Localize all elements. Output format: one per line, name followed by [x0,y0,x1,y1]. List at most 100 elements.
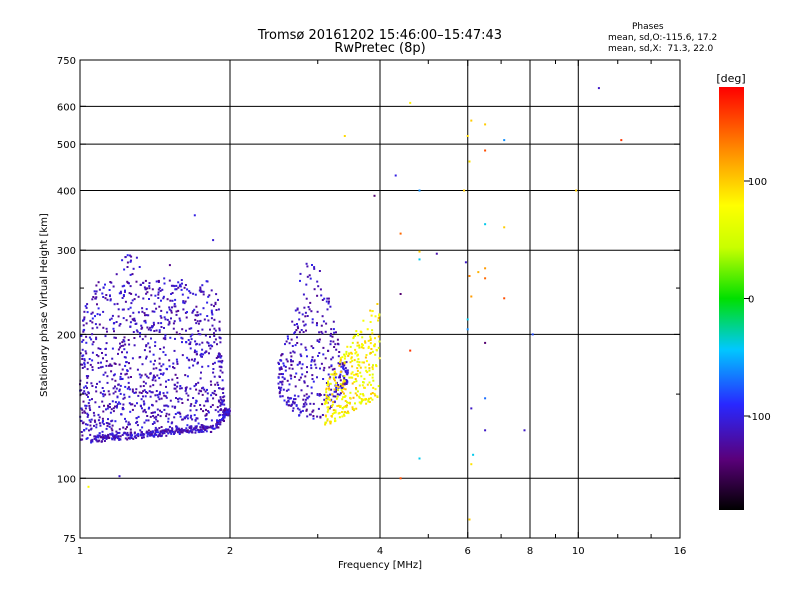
data-point [311,378,314,380]
data-point [205,430,208,433]
data-point [131,357,134,360]
data-point [80,407,83,410]
data-point [313,288,316,291]
data-point [348,376,351,379]
data-point [358,361,361,364]
data-point [334,376,337,379]
data-point [174,298,177,301]
data-point [324,357,327,360]
data-point [152,411,155,414]
data-point [216,381,219,384]
x-tick-label: 1 [77,546,83,557]
data-point [95,338,98,341]
data-point [170,311,173,314]
data-point [170,284,173,287]
data-point [288,397,291,400]
data-point [86,311,89,314]
data-point [175,425,178,428]
data-point [176,426,179,429]
data-point [309,402,312,405]
data-point [141,310,144,313]
data-point [119,402,122,405]
data-point [297,395,300,398]
data-point [306,397,309,400]
data-point [344,394,347,397]
data-point [182,300,185,303]
data-point [280,366,283,369]
data-point [188,366,191,369]
data-point [219,404,222,407]
data-point [190,427,193,430]
data-point [351,382,354,385]
data-point [312,415,315,417]
data-point [153,433,156,436]
data-point [202,307,205,310]
data-point [140,324,143,327]
data-point [88,336,91,339]
data-point [174,405,177,408]
data-point [346,380,349,383]
data-point [374,388,377,391]
data-point [109,281,112,283]
data-point [312,409,315,412]
data-point [115,433,118,436]
data-point [211,313,214,316]
data-point [88,419,91,422]
data-point [152,367,155,370]
data-point [196,417,199,420]
data-point [345,379,348,381]
data-point [86,361,89,364]
data-point [138,356,141,359]
data-point [126,434,129,437]
data-point [178,317,181,320]
data-point [142,281,145,284]
data-point [371,392,374,394]
data-point [361,384,364,387]
data-point [304,315,307,318]
data-point [159,315,162,318]
data-point [328,388,331,391]
data-point [204,428,207,431]
data-point [223,414,226,417]
data-point [223,416,226,419]
data-point [142,390,145,393]
data-point [151,423,154,425]
data-point [466,318,469,321]
data-point [207,342,210,345]
data-point [334,419,337,422]
data-point [145,314,148,317]
data-point [158,434,160,437]
data-point [115,430,118,433]
data-point [101,400,104,403]
data-point [326,308,329,311]
data-point [133,435,136,438]
data-point [82,339,85,342]
data-point [147,429,150,432]
data-point [358,396,361,399]
data-point [199,288,202,291]
data-point [184,389,187,392]
data-point [91,438,94,441]
data-point [316,339,319,342]
data-point [96,326,99,329]
data-point [155,390,158,392]
data-point [145,357,147,360]
data-point [144,319,147,322]
data-point [101,352,103,354]
data-point [305,283,308,286]
data-point [167,405,170,408]
data-point [435,252,438,255]
data-point [165,429,168,432]
data-point [190,338,193,341]
data-point [597,87,600,90]
data-point [144,395,147,398]
data-point [155,280,158,283]
data-point [286,379,289,382]
data-point [338,375,341,378]
grid-lines [80,60,680,538]
data-point [154,432,157,435]
data-point [163,282,166,285]
data-point [156,374,159,377]
data-point [304,323,307,326]
data-point [180,336,183,339]
